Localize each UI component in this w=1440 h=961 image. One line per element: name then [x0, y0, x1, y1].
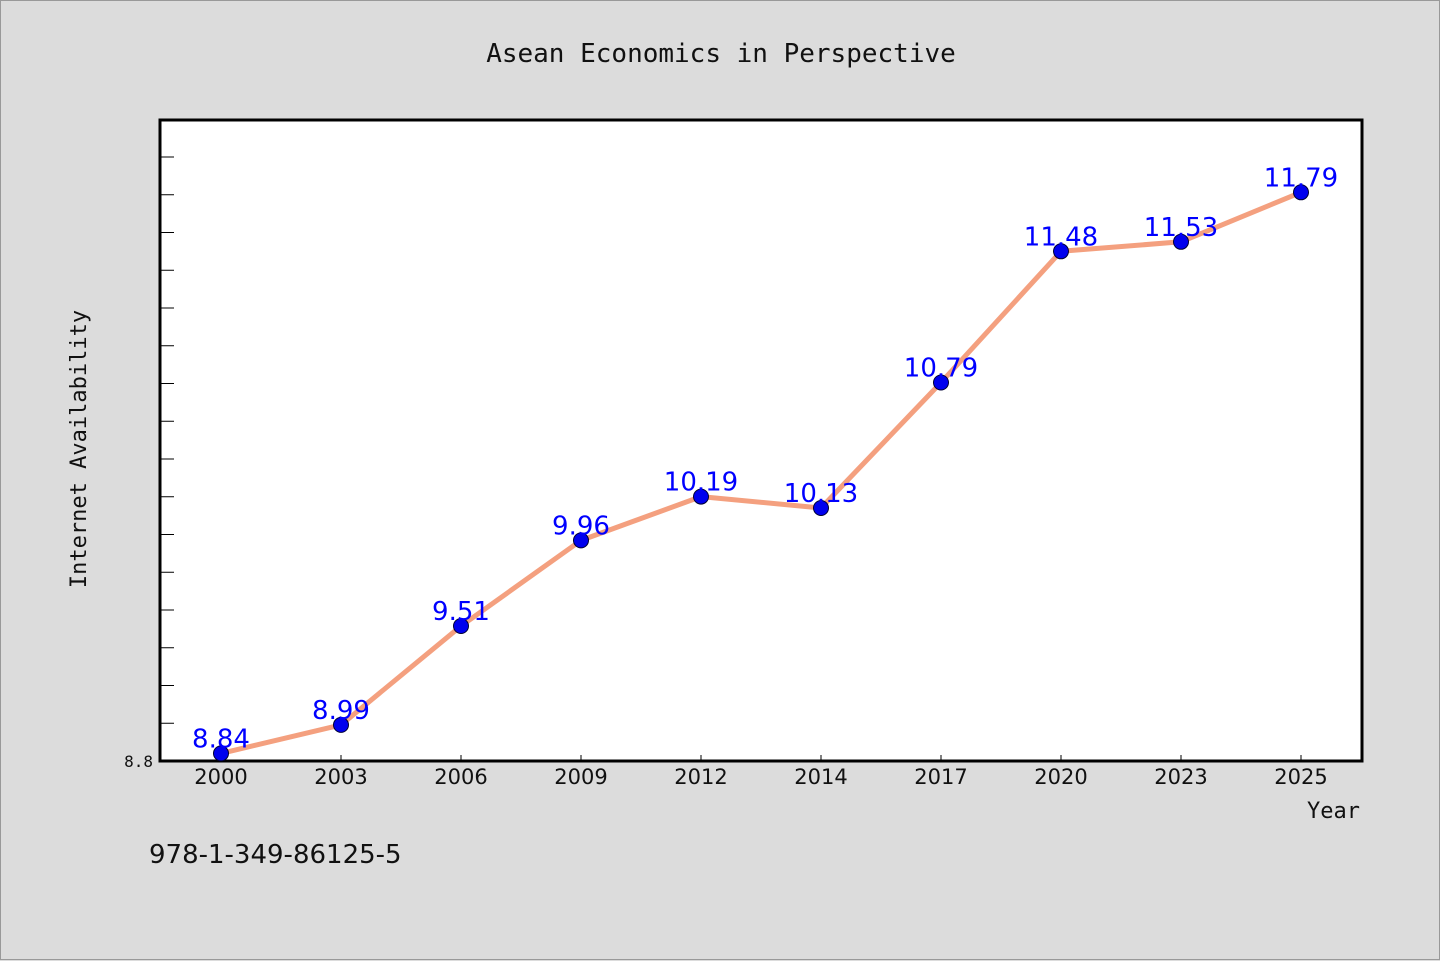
data-point	[573, 532, 589, 549]
data-label: 8.84	[192, 724, 250, 754]
x-tick-label: 2014	[794, 765, 847, 789]
x-tick-label: 2012	[674, 765, 727, 789]
data-point	[1173, 233, 1189, 250]
y-axis-tick-labels: 8.8	[124, 752, 153, 771]
data-point	[933, 374, 949, 391]
y-axis-label: Internet Availability	[67, 310, 92, 588]
data-point	[813, 500, 829, 516]
data-point	[693, 488, 709, 505]
plot-area	[158, 118, 1364, 763]
x-tick-label: 2020	[1034, 765, 1087, 789]
data-label: 11.48	[1024, 222, 1098, 252]
data-point	[1293, 184, 1309, 201]
x-tick-label: 2025	[1274, 765, 1327, 789]
data-label: 10.13	[784, 479, 858, 509]
marker-layer	[213, 184, 1309, 762]
data-point	[333, 716, 349, 733]
data-label: 11.79	[1264, 163, 1338, 193]
data-label-layer: 8.84 8.99 9.51 9.96 10.19 10.13 10.79 11.48 11.5…	[192, 163, 1338, 754]
y-tick-label: 8.8	[124, 752, 153, 771]
x-tick-label: 2023	[1154, 765, 1207, 789]
data-label: 8.99	[312, 696, 370, 726]
series-line	[218, 189, 1304, 756]
x-tick-label: 2009	[554, 765, 607, 789]
data-label: 10.19	[664, 468, 738, 498]
data-point	[1053, 243, 1069, 260]
footer-code: 978-1-349-86125-5	[149, 840, 402, 870]
data-point	[213, 745, 229, 762]
data-label: 11.53	[1144, 213, 1218, 243]
y-axis-ticks	[160, 156, 174, 762]
x-tick-label: 2006	[434, 765, 487, 789]
x-axis-label: Year	[1307, 799, 1360, 824]
x-axis-tick-labels: 2000 2003 2006 2009 2012 2014 2017 2020 2023 2025	[194, 765, 1327, 789]
x-tick-label: 2017	[914, 765, 967, 789]
x-tick-label: 2000	[194, 765, 247, 789]
data-label: 9.51	[432, 597, 490, 627]
series-layer	[218, 189, 1304, 756]
data-label: 10.79	[904, 354, 978, 384]
data-label: 9.96	[552, 511, 610, 541]
chart-title: Asean Economics in Perspective	[486, 39, 956, 69]
data-point	[453, 618, 469, 634]
x-tick-label: 2003	[314, 765, 367, 789]
